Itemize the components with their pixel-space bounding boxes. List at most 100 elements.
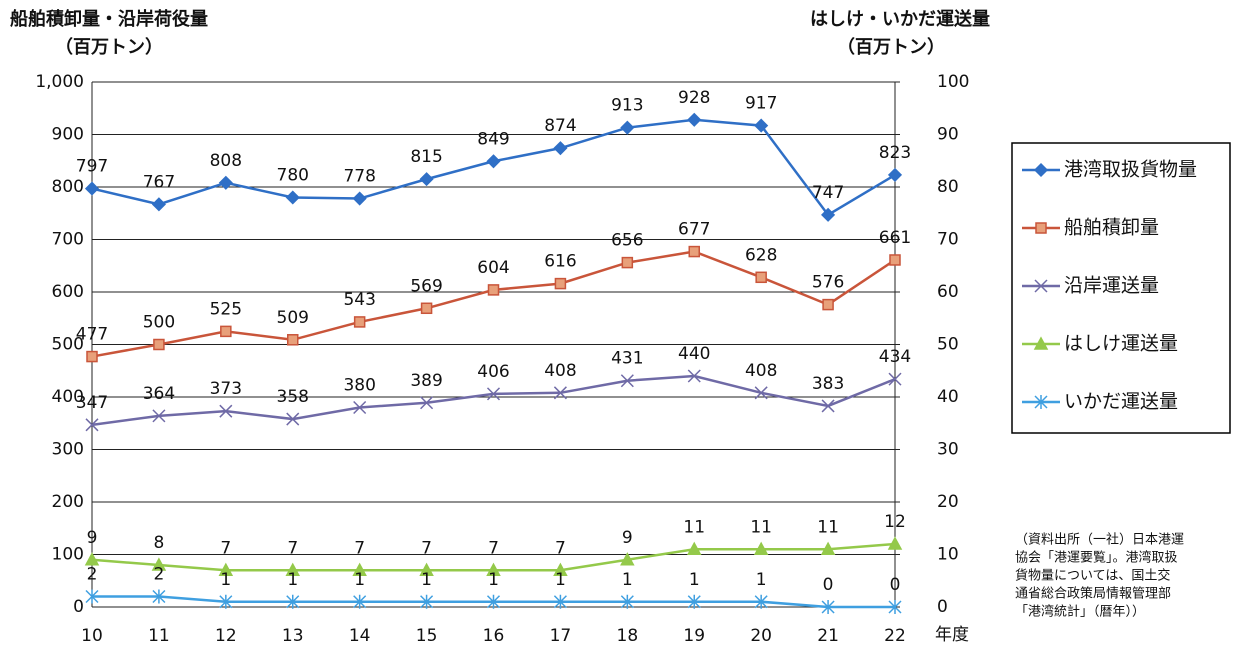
y-tick-label: 800	[52, 177, 84, 197]
marker	[353, 400, 367, 415]
marker	[219, 594, 233, 609]
marker	[621, 256, 634, 269]
data-label: 808	[210, 151, 242, 171]
data-label: 1	[421, 570, 432, 590]
y2-tick-label: 70	[937, 230, 959, 250]
marker	[620, 552, 635, 566]
data-label: 408	[745, 361, 777, 381]
x-tick-label: 20	[750, 626, 772, 646]
data-label: 7	[354, 538, 365, 558]
data-label: 373	[210, 379, 242, 399]
data-label: 616	[544, 252, 576, 272]
data-label: 1	[689, 570, 700, 590]
data-label: 1	[622, 570, 633, 590]
data-label: 7	[555, 538, 566, 558]
marker	[486, 562, 501, 576]
y2-tick-label: 100	[937, 72, 969, 92]
marker	[687, 369, 701, 383]
data-label: 364	[143, 384, 175, 404]
data-label: 434	[879, 347, 911, 367]
data-label: 1	[756, 570, 767, 590]
data-label: 778	[343, 167, 375, 187]
marker	[285, 190, 300, 205]
marker	[285, 562, 301, 576]
marker	[220, 325, 232, 338]
marker	[487, 284, 500, 296]
marker	[687, 594, 701, 609]
note: 「港湾統計」（暦年））	[1015, 604, 1145, 620]
data-label: 7	[220, 538, 231, 558]
legend-label: 船舶積卸量	[1064, 217, 1159, 239]
marker	[151, 197, 166, 212]
y-tick-label: 500	[52, 335, 84, 355]
y2-title: はしけ・いかだ運送量	[810, 8, 990, 30]
data-label: 383	[812, 374, 844, 394]
y2-tick-label: 0	[937, 597, 948, 617]
marker	[219, 404, 233, 418]
data-label: 2	[87, 565, 98, 585]
marker	[887, 167, 903, 182]
data-label: 661	[879, 228, 911, 248]
data-label: 8	[154, 533, 165, 553]
marker	[86, 350, 98, 363]
data-label: 823	[879, 143, 911, 163]
data-label: 7	[488, 538, 499, 558]
marker	[754, 594, 768, 609]
legend-box	[1011, 142, 1231, 434]
data-label: 11	[683, 517, 705, 537]
marker	[553, 141, 568, 156]
data-label: 1	[220, 570, 231, 590]
marker	[486, 594, 501, 609]
marker	[420, 594, 434, 609]
data-label: 440	[678, 344, 710, 364]
x-tick-label: 19	[683, 626, 705, 646]
y-tick-label: 1,000	[35, 72, 84, 92]
data-label: 347	[76, 393, 108, 413]
data-label: 928	[678, 88, 710, 108]
data-label: 1	[354, 570, 365, 590]
data-label: 389	[410, 371, 442, 391]
x-tick-label: 13	[282, 626, 304, 646]
y2-tick-label: 40	[937, 387, 959, 407]
marker	[753, 541, 769, 555]
marker	[353, 316, 366, 328]
data-label: 2	[154, 565, 165, 585]
y-title: 船舶積卸量・沿岸荷役量	[10, 8, 208, 30]
marker	[687, 112, 702, 127]
y2-tick-label: 20	[937, 492, 959, 512]
data-label: 500	[143, 313, 175, 333]
marker	[822, 298, 834, 311]
marker	[85, 418, 99, 432]
data-label: 9	[622, 528, 633, 548]
data-label: 525	[210, 299, 242, 319]
data-label: 543	[343, 290, 375, 310]
data-label: 7	[287, 538, 298, 558]
y2-tick-label: 90	[937, 125, 959, 145]
marker	[554, 277, 567, 290]
marker	[821, 207, 836, 222]
marker	[821, 399, 835, 413]
marker	[287, 334, 299, 346]
data-label: 656	[611, 231, 643, 251]
marker	[352, 562, 367, 576]
marker	[152, 409, 166, 423]
marker	[754, 386, 768, 400]
data-label: 0	[890, 575, 901, 595]
data-label: 780	[277, 166, 309, 186]
marker	[620, 120, 635, 135]
note: （資料出所（一社）日本港運	[1015, 532, 1184, 548]
y-tick-label: 0	[73, 597, 84, 617]
data-label: 11	[817, 517, 839, 537]
marker	[486, 154, 501, 169]
marker	[218, 175, 233, 190]
data-label: 913	[611, 96, 643, 116]
y-tick-label: 700	[52, 230, 84, 250]
y2-tick-label: 50	[937, 335, 959, 355]
data-label: 677	[678, 220, 710, 240]
data-label: 797	[76, 157, 108, 177]
legend-label: 港湾取扱貨物量	[1064, 159, 1197, 181]
marker	[620, 374, 634, 388]
x-unit: 年度	[935, 625, 969, 645]
marker	[553, 562, 568, 576]
data-label: 815	[410, 147, 442, 167]
